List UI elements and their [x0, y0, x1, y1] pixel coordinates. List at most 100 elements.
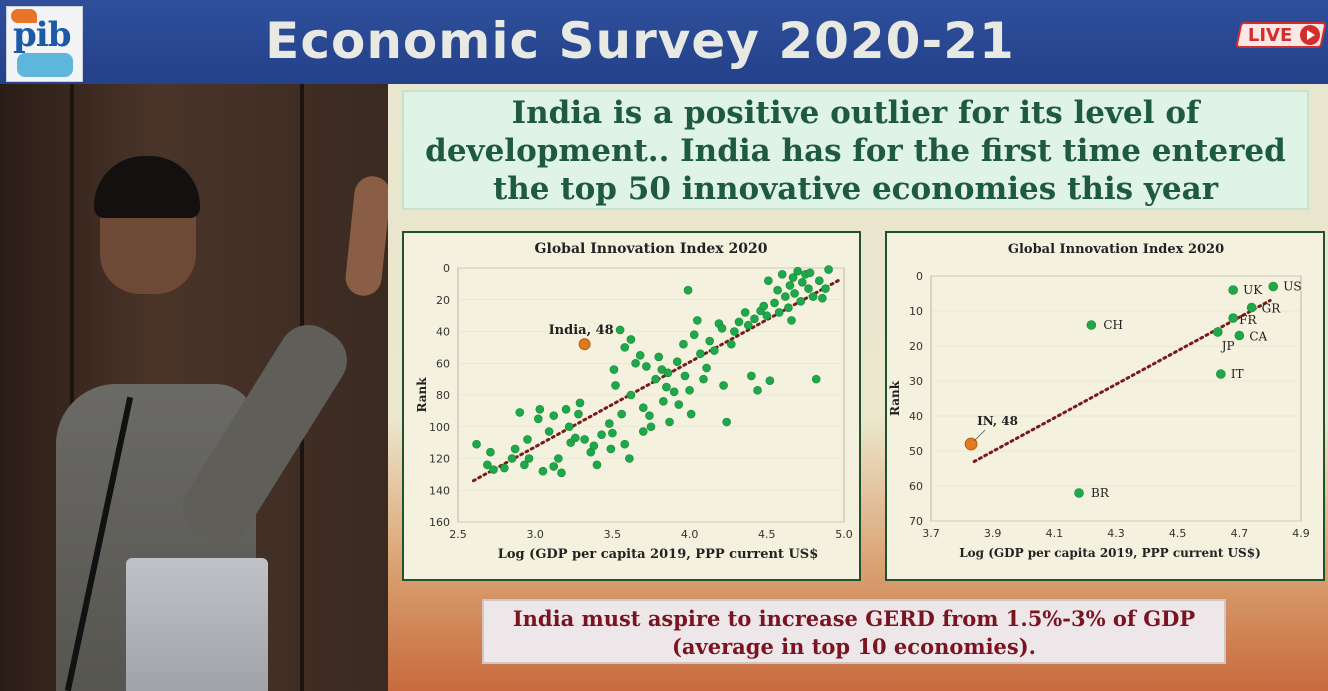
y-tick-label: 40: [436, 326, 450, 339]
data-point: [486, 447, 495, 457]
x-tick-label: 4.0: [681, 528, 699, 541]
data-point: [781, 292, 790, 301]
data-point: [520, 460, 529, 470]
data-point: [762, 311, 772, 320]
data-point: [734, 317, 744, 327]
x-tick-label: 4.9: [1292, 527, 1310, 540]
header-banner: pib Economic Survey 2020-21 LIVE: [0, 0, 1328, 84]
data-point: [609, 365, 619, 374]
data-point: [500, 463, 509, 473]
x-tick-label: 3.9: [984, 527, 1002, 540]
y-tick-label: 70: [909, 515, 923, 528]
data-point: [662, 382, 671, 392]
footer-line: (average in top 10 economies).: [672, 634, 1036, 659]
highlight-leader-line: [973, 429, 986, 442]
data-point: [685, 385, 694, 395]
data-point: [515, 408, 525, 417]
highlight-point-india: [578, 338, 591, 351]
data-point: [821, 284, 830, 293]
slide-headline: India is a positive outlier for its leve…: [404, 94, 1307, 208]
data-point: [489, 465, 498, 474]
headline-line: development.. India has for the first ti…: [425, 133, 1286, 169]
y-tick-label: 0: [443, 262, 450, 275]
data-point: [805, 268, 815, 278]
data-point: [753, 385, 762, 395]
y-tick-label: 20: [909, 340, 923, 353]
speaker-video: [0, 84, 388, 691]
y-tick-label: 50: [909, 445, 923, 458]
data-point-it: [1216, 369, 1226, 379]
y-tick-label: 160: [429, 516, 450, 529]
x-tick-label: 3.5: [604, 528, 622, 541]
headline-line: the top 50 innovative economies this yea…: [492, 171, 1219, 207]
y-tick-label: 120: [429, 453, 450, 466]
data-point: [611, 381, 620, 390]
data-point-fr: [1228, 313, 1238, 323]
y-tick-label: 30: [909, 375, 923, 388]
data-point: [564, 422, 574, 432]
data-point: [710, 346, 719, 355]
pib-logo: pib: [6, 6, 83, 82]
data-point: [606, 444, 616, 454]
data-point: [693, 316, 702, 325]
y-tick-label: 20: [436, 294, 450, 307]
chart-selected-countries: Global Innovation Index 2020 0 10 20 30 40 50 6…: [885, 231, 1325, 581]
data-point: [638, 427, 648, 436]
data-point: [549, 411, 559, 420]
x-tick-label: 4.5: [1169, 527, 1187, 540]
data-point: [510, 444, 520, 454]
data-point: [642, 362, 651, 371]
data-point-ch: [1086, 320, 1097, 330]
y-tick-label: 40: [909, 410, 923, 423]
chart-svg-all-countries: Global Innovation Index 2020 0 20 40 60 80 100…: [415, 241, 853, 562]
data-point: [638, 403, 648, 412]
y-axis-label: Rank: [888, 380, 902, 416]
chart-svg-selected-countries: Global Innovation Index 2020 0 10 20 30 40 50 6…: [888, 242, 1310, 560]
data-point: [561, 404, 571, 414]
data-point: [774, 308, 784, 317]
x-tick-label: 4.5: [758, 528, 776, 541]
mask-icon: [17, 53, 73, 77]
data-point: [680, 371, 690, 381]
trendline: [972, 299, 1272, 463]
data-point: [672, 357, 682, 366]
point-label: US: [1283, 280, 1301, 294]
data-point: [523, 435, 532, 444]
data-point: [575, 398, 585, 408]
data-point: [533, 414, 543, 424]
headline-box: India is a positive outlier for its leve…: [402, 90, 1309, 210]
x-tick-label: 4.7: [1231, 527, 1249, 540]
data-point: [796, 297, 806, 306]
live-label: LIVE: [1247, 25, 1293, 46]
x-tick-label: 4.3: [1107, 527, 1125, 540]
chart-title: Global Innovation Index 2020: [535, 241, 768, 257]
data-point: [793, 266, 802, 276]
chart-all-countries: Global Innovation Index 2020 0 20 40 60 80 100…: [402, 231, 861, 581]
data-point: [571, 433, 580, 443]
data-point: [483, 460, 492, 470]
data-point-br: [1074, 488, 1084, 498]
data-point: [589, 441, 599, 451]
data-point: [538, 466, 548, 476]
play-icon: [1300, 25, 1320, 45]
highlight-point-india: [964, 437, 978, 451]
point-label: UK: [1243, 283, 1263, 297]
live-badge[interactable]: LIVE: [1235, 22, 1327, 48]
data-point: [544, 427, 554, 436]
banner-title: Economic Survey 2020-21: [265, 12, 1015, 70]
data-point: [557, 468, 566, 478]
x-axis-label: Log (GDP per capita 2019, PPP current US…: [959, 546, 1261, 560]
data-point: [798, 277, 807, 287]
data-point: [705, 336, 714, 346]
data-point: [608, 428, 617, 438]
data-point: [804, 284, 813, 293]
data-point: [740, 308, 750, 317]
y-tick-label: 0: [916, 270, 923, 283]
data-point: [592, 460, 602, 470]
data-point: [750, 314, 759, 324]
wall-panel-divider: [70, 84, 74, 691]
x-tick-label: 4.1: [1046, 527, 1064, 540]
data-point: [535, 404, 545, 414]
data-point: [759, 301, 769, 311]
y-tick-label: 140: [429, 484, 450, 497]
